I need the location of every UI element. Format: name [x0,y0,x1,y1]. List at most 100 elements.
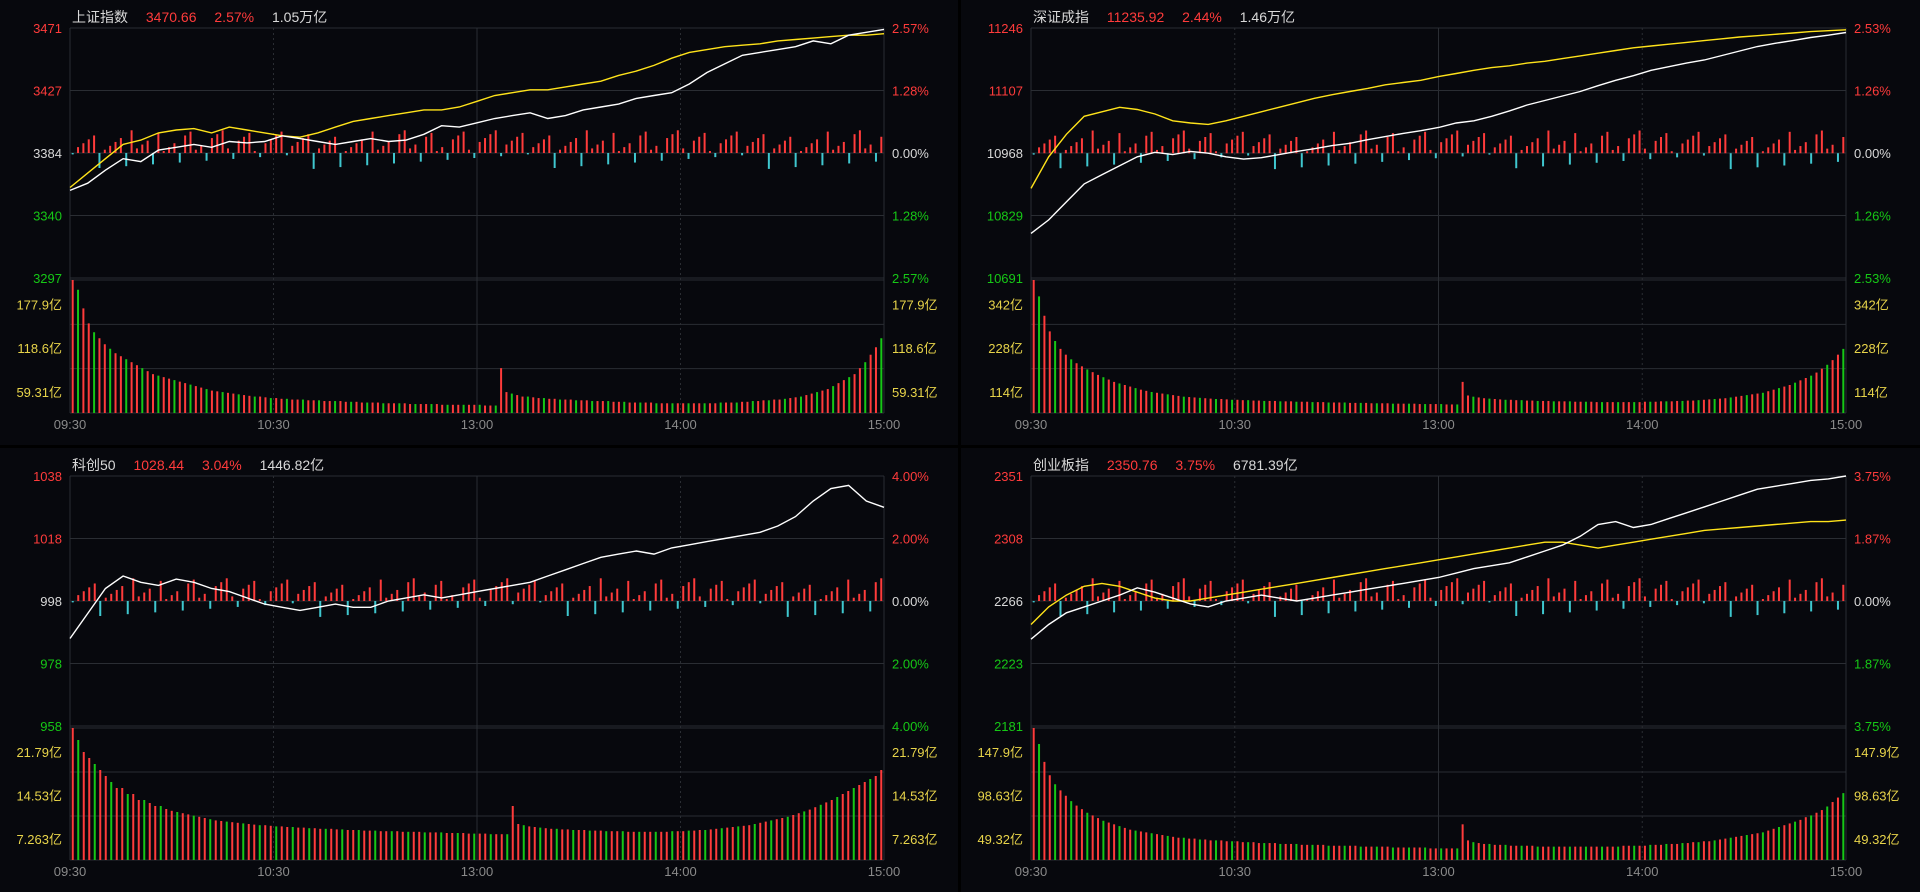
index-amount: 1.46万亿 [1239,9,1295,25]
avg-price-line [69,33,885,189]
vol-label-left: 114亿 [989,385,1023,400]
vol-label-right: 98.63亿 [1854,789,1900,804]
y-tick-label-left: 978 [40,657,62,672]
price-line [69,484,885,639]
vol-label-left: 59.31亿 [16,385,62,400]
index-price: 3470.66 [145,9,197,25]
y-tick-label-right: 2.57% [892,21,929,36]
vol-label-left: 118.6亿 [17,341,62,356]
y-tick-label-left: 3471 [33,21,62,36]
price-line [69,28,885,192]
vol-label-left: 14.53亿 [16,789,62,804]
y-tick-label-right: 1.28% [892,209,929,224]
x-tick-label: 09:30 [1015,417,1048,432]
x-tick-label: 14:00 [1626,864,1659,879]
index-name: 科创50 [72,457,116,473]
vol-label-left: 147.9亿 [977,745,1023,760]
panel-header: 深证成指 11235.92 2.44% 1.46万亿 [1033,7,1309,25]
y-tick-label-left: 10691 [987,271,1023,286]
index-price: 1028.44 [133,457,185,473]
panel-shenzhen[interactable]: 深证成指 11235.92 2.44% 1.46万亿 11246 11107 109… [961,0,1920,445]
index-amount: 1.05万亿 [271,9,328,25]
y-tick-label-right: 2.53% [1854,21,1891,36]
y-tick-label-right: 2.00% [892,657,929,672]
vol-label-right: 118.6亿 [892,341,937,356]
panel-shanghai[interactable]: 上证指数 3470.66 2.57% 1.05万亿 3471 3427 3384 33… [0,0,958,445]
y-tick-label-left: 2308 [994,532,1023,547]
chart-svg: 2351 2308 2266 2223 2181 3.75% 1.87% 0.00% 1.87%… [977,469,1900,879]
x-tick-label: 09:30 [54,417,87,432]
y-tick-label-right: 1.26% [1854,84,1891,99]
y-tick-label-right: 1.87% [1854,657,1891,672]
price-line [1030,475,1847,640]
y-tick-label-left: 1038 [33,469,62,484]
vol-label-right: 21.79亿 [892,745,938,760]
index-change-pct: 2.57% [214,9,255,25]
y-tick-label-right: 4.00% [892,719,929,734]
y-tick-label-right: 1.87% [1854,532,1891,547]
vol-label-right: 228亿 [1854,341,1889,356]
x-tick-label: 10:30 [1218,417,1251,432]
panel-header: 上证指数 3470.66 2.57% 1.05万亿 [72,7,341,25]
vol-label-left: 98.63亿 [977,789,1023,804]
chart-svg: 11246 11107 10968 10829 10691 2.53% 1.26% 0.00%… [987,21,1891,432]
y-tick-label-right: 0.00% [892,146,929,161]
index-name: 深证成指 [1033,9,1089,25]
index-name: 上证指数 [72,9,128,25]
x-tick-label: 15:00 [1830,864,1863,879]
y-tick-label-right: 0.00% [1854,146,1891,161]
y-tick-label-right: 4.00% [892,469,929,484]
panel-header: 创业板指 2350.76 3.75% 6781.39亿 [1033,455,1312,473]
vol-label-left: 342亿 [988,297,1023,312]
x-tick-label: 13:00 [461,864,494,879]
index-change-pct: 3.04% [201,457,242,473]
y-tick-label-left: 3297 [33,271,62,286]
avg-price-line [1030,519,1847,625]
y-tick-label-right: 2.53% [1854,271,1891,286]
index-change-pct: 3.75% [1175,457,1216,473]
y-tick-label-left: 2223 [994,657,1023,672]
x-tick-label: 15:00 [1830,417,1863,432]
panel-chinext[interactable]: 创业板指 2350.76 3.75% 6781.39亿 2351 2308 2266… [961,448,1920,892]
y-tick-label-left: 2181 [994,719,1023,734]
vol-label-right: 59.31亿 [892,385,938,400]
vol-label-left: 21.79亿 [16,745,62,760]
x-tick-label: 13:00 [1422,417,1455,432]
index-amount: 6781.39亿 [1232,457,1298,473]
index-amount: 1446.82亿 [259,457,325,473]
vol-label-left: 49.32亿 [977,832,1023,847]
x-tick-label: 15:00 [868,417,901,432]
x-tick-label: 10:30 [257,417,290,432]
index-change-pct: 2.44% [1182,9,1222,25]
x-tick-label: 15:00 [868,864,901,879]
y-tick-label-right: 0.00% [1854,594,1891,609]
panel-header: 科创50 1028.44 3.04% 1446.82亿 [72,455,338,473]
y-tick-label-left: 1018 [33,532,62,547]
x-tick-label: 14:00 [664,864,697,879]
y-tick-label-right: 1.26% [1854,209,1891,224]
panel-star50[interactable]: 科创50 1028.44 3.04% 1446.82亿 1038 1018 998 9… [0,448,958,892]
vol-label-right: 177.9亿 [892,297,938,312]
index-price: 2350.76 [1106,457,1158,473]
chart-svg: 1038 1018 998 978 958 4.00% 2.00% 0.00% 2.00% 4.0… [16,469,938,879]
y-tick-label-left: 10968 [987,146,1023,161]
x-tick-label: 13:00 [461,417,494,432]
index-price: 11235.92 [1106,9,1165,25]
vol-label-right: 114亿 [1854,385,1888,400]
x-tick-label: 10:30 [257,864,290,879]
y-tick-label-left: 3340 [33,209,62,224]
vol-label-right: 14.53亿 [892,789,938,804]
vol-label-left: 177.9亿 [16,297,62,312]
y-tick-label-right: 2.57% [892,271,929,286]
x-tick-label: 14:00 [664,417,697,432]
x-tick-label: 14:00 [1626,417,1659,432]
x-tick-label: 13:00 [1422,864,1455,879]
y-tick-label-right: 3.75% [1854,469,1891,484]
y-tick-label-left: 3384 [33,146,62,161]
y-tick-label-left: 3427 [33,84,62,99]
x-tick-label: 10:30 [1218,864,1251,879]
vol-label-right: 147.9亿 [1854,745,1900,760]
vol-label-right: 342亿 [1854,297,1889,312]
chart-svg: 3471 3427 3384 3340 3297 2.57% 1.28% 0.00% 1.28%… [16,21,938,432]
